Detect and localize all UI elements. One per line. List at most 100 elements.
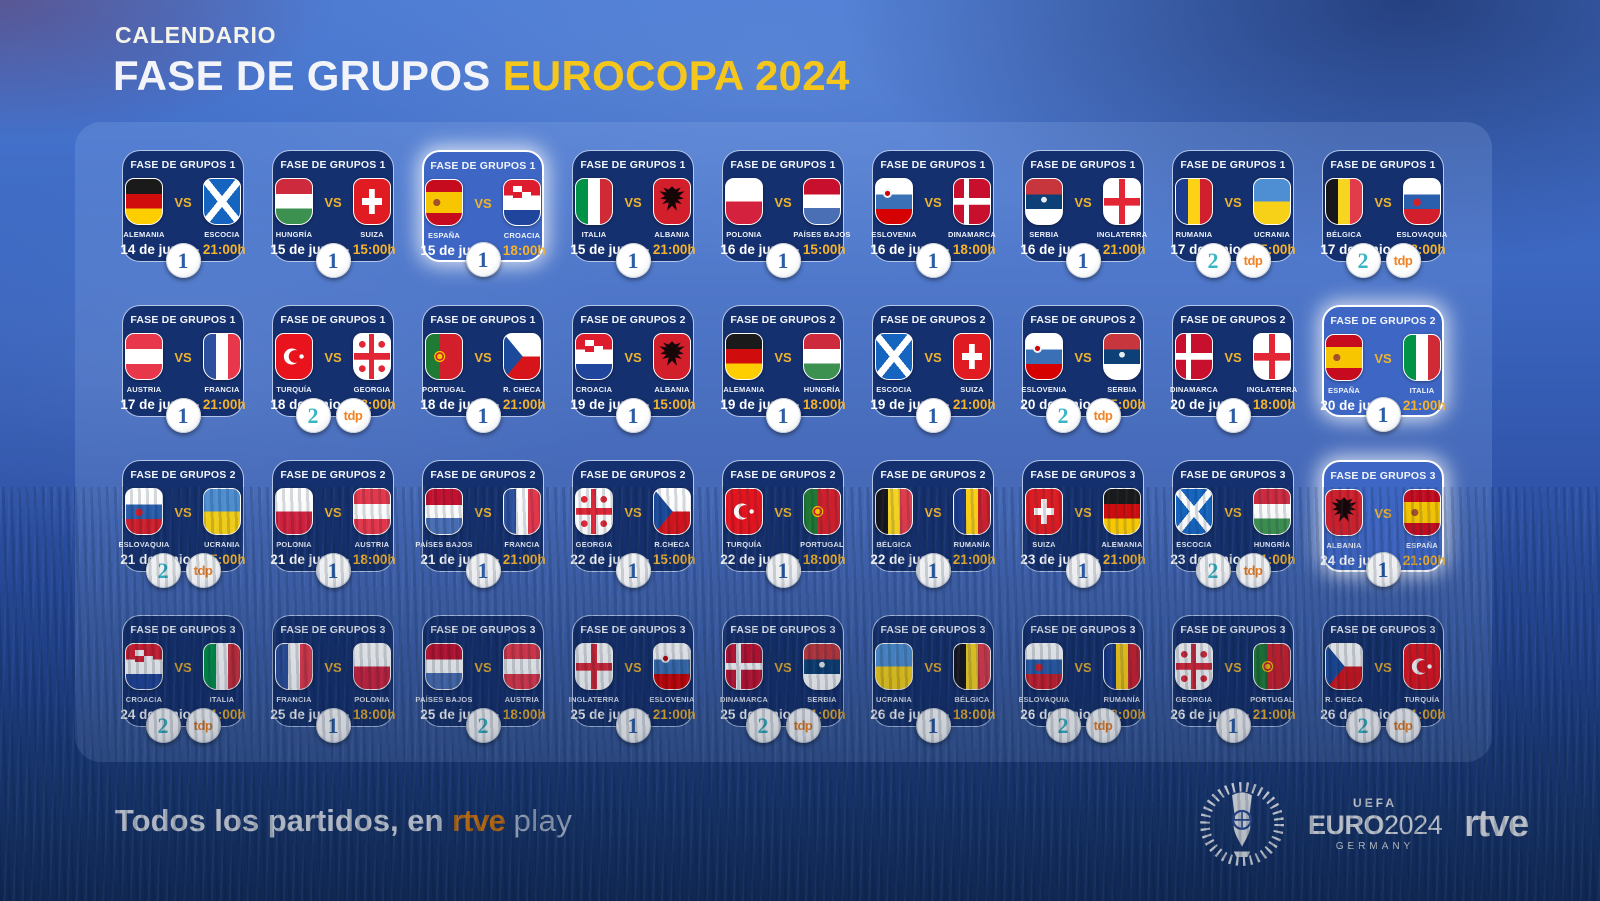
home-team-name: POLONIA	[726, 230, 762, 239]
away-team: ALEMANIA	[1098, 488, 1146, 549]
channel-badge-la1: 1	[1215, 398, 1251, 433]
group-stage-label: FASE DE GRUPOS 2	[280, 469, 386, 481]
it-flag-icon	[1403, 334, 1441, 381]
away-team: AUSTRIA	[498, 643, 546, 704]
be-flag-icon	[875, 488, 913, 535]
calendar-panel: FASE DE GRUPOS 1 ALEMANIA VS ESCOCIA 14 …	[75, 122, 1492, 762]
away-team: PAÍSES BAJOS	[793, 178, 850, 239]
away-team-name: AUSTRIA	[354, 540, 390, 549]
euro-year: 2024	[1384, 809, 1443, 840]
match-card: FASE DE GRUPOS 2 BÉLGICA VS RUMANÍA 22 d…	[870, 460, 996, 588]
channel-badge-la1: 1	[915, 398, 951, 433]
home-team: RUMANIA	[1170, 178, 1218, 239]
sct-flag-icon	[1175, 488, 1213, 535]
match-card: FASE DE GRUPOS 2 DINAMARCA VS INGLATERRA…	[1170, 305, 1297, 433]
de-flag-icon	[1103, 488, 1141, 535]
match-card: FASE DE GRUPOS 2 ALEMANIA VS HUNGRÍA 19 …	[720, 305, 846, 433]
match-time: 21:00h	[652, 242, 696, 257]
nl-flag-icon	[425, 643, 463, 690]
vs-label: VS	[324, 350, 342, 365]
home-team: TURQUÍA	[270, 333, 318, 394]
si-flag-icon	[653, 643, 691, 690]
match-card: FASE DE GRUPOS 3 R. CHECA VS TURQUÍA 26 …	[1320, 615, 1446, 743]
group-stage-label: FASE DE GRUPOS 3	[880, 624, 986, 636]
home-team-name: CROACIA	[125, 695, 163, 704]
home-team: CROACIA	[570, 333, 618, 394]
channel-badges: 2 tdp	[1173, 243, 1293, 278]
channel-badges: 1	[873, 243, 993, 278]
channel-badge-tdp: tdp	[1235, 553, 1271, 588]
channel-badge-la1: 1	[615, 243, 651, 278]
home-team-name: ESPAÑA	[428, 231, 460, 240]
away-team: SUIZA	[348, 178, 396, 239]
home-team: SUIZA	[1020, 488, 1068, 549]
home-team-name: PAÍSES BAJOS	[415, 540, 473, 549]
match-card: FASE DE GRUPOS 3 FRANCIA VS POLONIA 25 d…	[270, 615, 396, 743]
match-card: FASE DE GRUPOS 2 POLONIA VS AUSTRIA 21 d…	[270, 460, 396, 588]
teams-row: ESLOVENIA VS DINAMARCA	[870, 178, 996, 239]
channel-badge-la2: 2	[145, 553, 181, 588]
hr-flag-icon	[503, 179, 541, 226]
en-flag-icon	[1103, 178, 1141, 225]
away-team: HUNGRÍA	[1248, 488, 1296, 549]
away-team: DINAMARCA	[948, 178, 996, 239]
hu-flag-icon	[1253, 488, 1291, 535]
rtve-logo: rtve	[1464, 802, 1529, 845]
channel-badge-la1: 1	[315, 553, 351, 588]
group-stage-label: FASE DE GRUPOS 2	[1030, 314, 1136, 326]
channel-badges: 1	[1023, 553, 1143, 588]
away-team-name: ESLOVENIA	[649, 695, 695, 704]
teams-row: ESPAÑA VS ITALIA	[1320, 334, 1446, 395]
match-time: 18:00h	[352, 707, 396, 722]
home-team: DINAMARCA	[1170, 333, 1218, 394]
away-team: INGLATERRA	[1097, 178, 1147, 239]
home-team-name: R. CHECA	[1325, 695, 1363, 704]
vs-label: VS	[174, 660, 192, 675]
al-flag-icon	[653, 178, 691, 225]
home-team: R. CHECA	[1320, 643, 1368, 704]
tagline-text: Todos los partidos, en	[115, 803, 453, 838]
teams-row: CROACIA VS ITALIA	[120, 643, 246, 704]
away-team: PORTUGAL	[1248, 643, 1296, 704]
match-time: 21:00h	[1402, 553, 1446, 568]
page-title: FASE DE GRUPOS EUROCOPA 2024	[113, 52, 850, 100]
channel-badge-tdp: tdp	[785, 708, 821, 743]
channel-badges: 1	[873, 708, 993, 743]
home-team-name: SERBIA	[1029, 230, 1059, 239]
cz-flag-icon	[503, 333, 541, 380]
vs-label: VS	[474, 660, 492, 675]
home-team-name: DINAMARCA	[719, 695, 769, 704]
be-flag-icon	[1325, 178, 1363, 225]
cz-flag-icon	[653, 488, 691, 535]
euro-country-label: GERMANY	[1335, 840, 1415, 852]
home-team: ITALIA	[570, 178, 618, 239]
home-team: ESPAÑA	[420, 179, 468, 240]
de-flag-icon	[725, 333, 763, 380]
group-stage-label: FASE DE GRUPOS 1	[430, 160, 536, 172]
rs-flag-icon	[1025, 178, 1063, 225]
al-flag-icon	[653, 333, 691, 380]
home-team: POLONIA	[270, 488, 318, 549]
home-team: PAÍSES BAJOS	[415, 643, 472, 704]
euro-trophy-icon	[1200, 782, 1284, 866]
home-team: UCRANIA	[870, 643, 918, 704]
vs-label: VS	[474, 505, 492, 520]
away-team: UCRANIA	[198, 488, 246, 549]
teams-row: ALBANIA VS ESPAÑA	[1320, 489, 1446, 550]
hu-flag-icon	[275, 178, 313, 225]
match-card: FASE DE GRUPOS 1 BÉLGICA VS ESLOVAQUIA 1…	[1320, 150, 1447, 278]
match-time: 15:00h	[652, 397, 696, 412]
teams-row: ESLOVAQUIA VS RUMANÍA	[1018, 643, 1146, 704]
home-team: ESCOCIA	[1170, 488, 1218, 549]
home-team: PAÍSES BAJOS	[415, 488, 472, 549]
match-card: FASE DE GRUPOS 3 INGLATERRA VS ESLOVENIA…	[569, 615, 696, 743]
sk-flag-icon	[1403, 178, 1441, 225]
sk-flag-icon	[1025, 643, 1063, 690]
home-team-name: ESLOVENIA	[871, 230, 917, 239]
channel-badge-la1: 1	[915, 243, 951, 278]
match-card: FASE DE GRUPOS 3 PAÍSES BAJOS VS AUSTRIA…	[415, 615, 546, 743]
vs-label: VS	[924, 195, 942, 210]
away-team: ALBANIA	[648, 178, 696, 239]
home-team-name: POLONIA	[276, 540, 312, 549]
away-team: ITALIA	[1398, 334, 1446, 395]
